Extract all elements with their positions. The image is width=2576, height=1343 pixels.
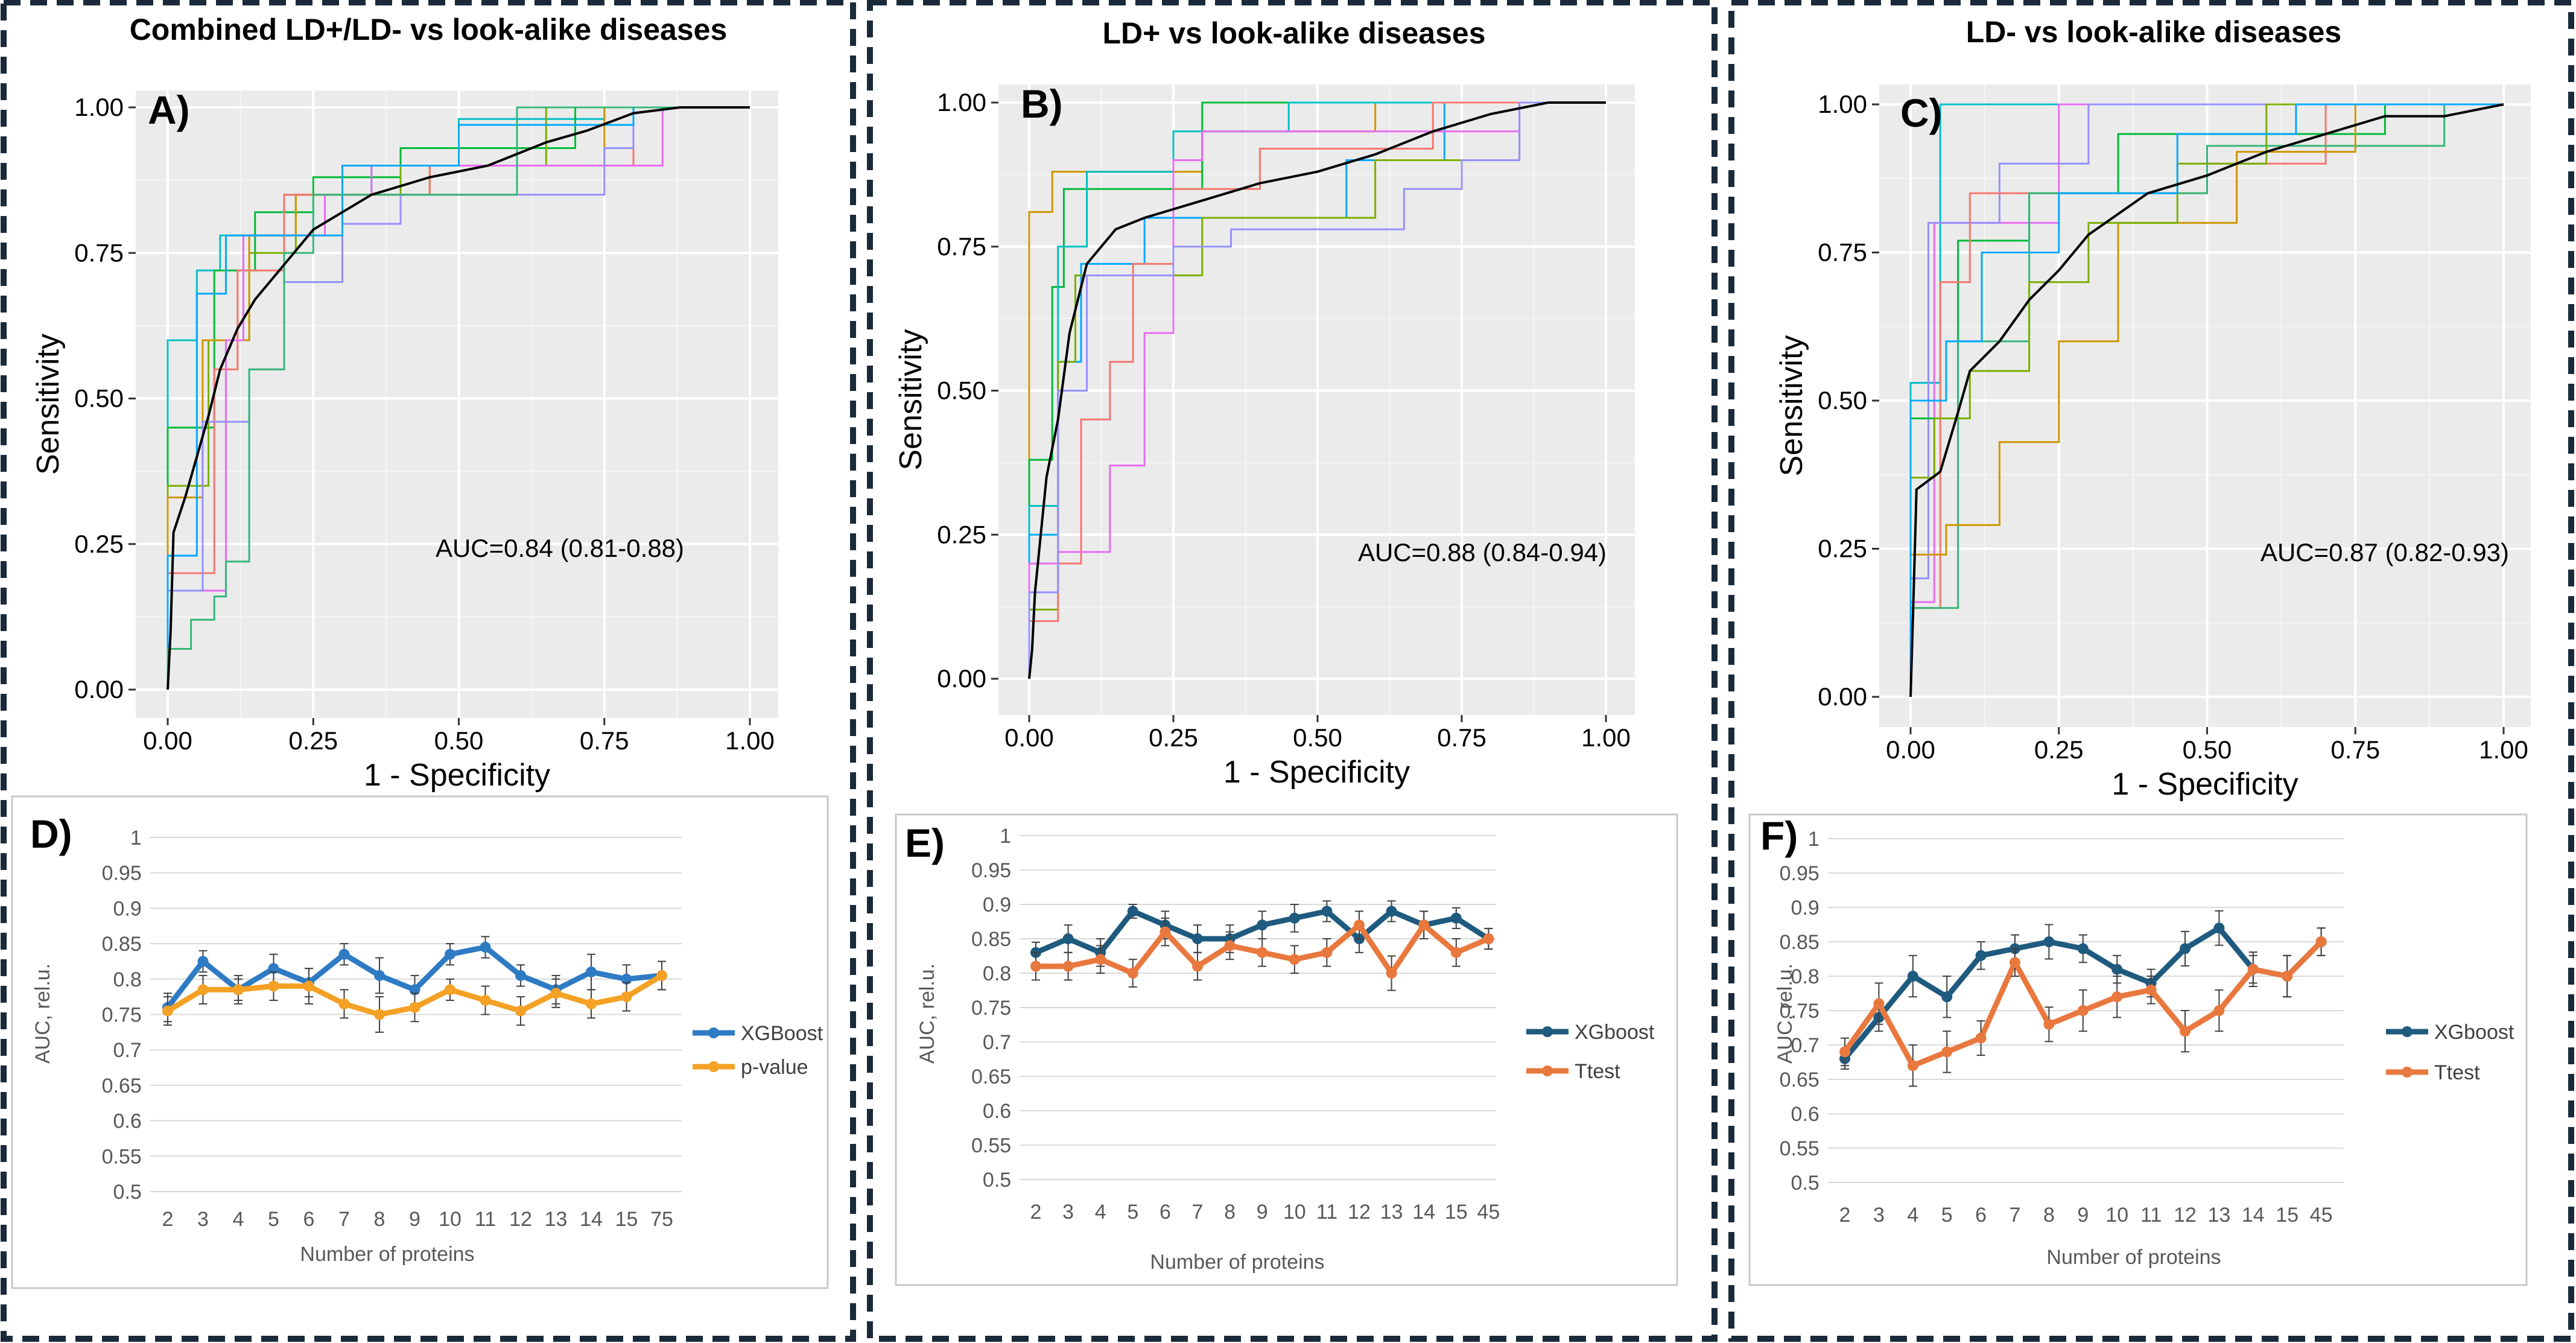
title-ld-minus: LD- vs look-alike diseases (1965, 15, 2342, 49)
title-combined: Combined LD+/LD- vs look-alike diseases (129, 13, 728, 46)
frame-left (1, 0, 856, 1342)
frame-right (1728, 0, 2574, 1342)
title-ld-plus: LD+ vs look-alike diseases (1102, 16, 1486, 50)
frame-middle (867, 0, 1718, 1342)
